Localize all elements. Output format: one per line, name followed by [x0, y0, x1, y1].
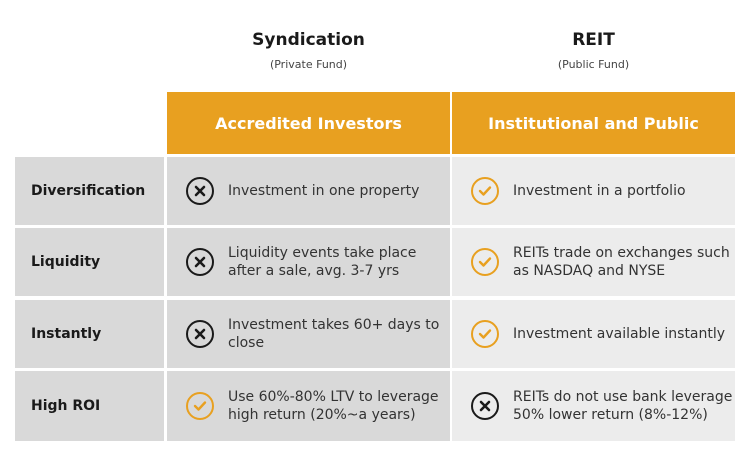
reit-cell: Investment in a portfolio [452, 157, 735, 225]
cell-text: Investment takes 60+ days to close [228, 317, 440, 351]
column-header-syndication: Syndication (Private Fund) [167, 30, 450, 71]
row-label: Diversification [15, 157, 164, 225]
x-circle-icon [186, 320, 214, 348]
syndication-cell: Investment in one property [167, 157, 450, 225]
cell-text: REITs do not use bank leverage 50% lower… [513, 389, 733, 423]
reit-cell: REITs do not use bank leverage 50% lower… [452, 371, 735, 441]
table-row: High ROI Use 60%-80% LTV to leverage high… [15, 371, 735, 441]
cell-text: Investment in a portfolio [513, 183, 686, 199]
check-circle-icon [186, 392, 214, 420]
reit-cell: Investment available instantly [452, 300, 735, 368]
syndication-cell: Liquidity events take place after a sale… [167, 228, 450, 296]
reit-cell: REITs trade on exchanges such as NASDAQ … [452, 228, 735, 296]
row-label: Instantly [15, 300, 164, 368]
syndication-cell: Use 60%-80% LTV to leverage high return … [167, 371, 450, 441]
row-label: Liquidity [15, 228, 164, 296]
column-title: REIT [572, 30, 615, 50]
cell-text: Investment available instantly [513, 326, 726, 342]
check-circle-icon [471, 248, 499, 276]
cell-text: Investment in one property [228, 183, 420, 199]
x-circle-icon [186, 248, 214, 276]
band-institutional-public: Institutional and Public [452, 92, 735, 154]
cell-text: Liquidity events take place after a sale… [228, 245, 417, 279]
x-circle-icon [471, 392, 499, 420]
table-row: Instantly Investment takes 60+ days to cl… [15, 300, 735, 368]
cell-text: REITs trade on exchanges such as NASDAQ … [513, 245, 730, 279]
table-row: Diversification Investment in one propert… [15, 157, 735, 225]
row-label: High ROI [15, 371, 164, 441]
syndication-cell: Investment takes 60+ days to close [167, 300, 450, 368]
check-circle-icon [471, 177, 499, 205]
column-title: Syndication [252, 30, 365, 50]
x-circle-icon [186, 177, 214, 205]
column-subtitle: (Private Fund) [269, 58, 348, 71]
cell-text: Use 60%-80% LTV to leverage high return … [228, 389, 439, 423]
column-subtitle: (Public Fund) [557, 58, 630, 71]
column-header-reit: REIT (Public Fund) [452, 30, 735, 71]
table-row: Liquidity Liquidity events take place aft… [15, 228, 735, 296]
band-accredited-investors: Accredited Investors [167, 92, 450, 154]
check-circle-icon [471, 320, 499, 348]
